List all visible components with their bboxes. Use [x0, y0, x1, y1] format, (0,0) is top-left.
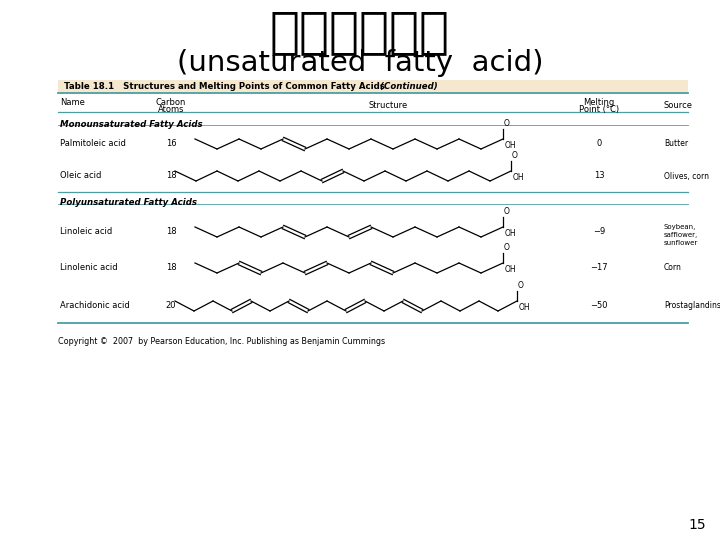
Text: O: O	[504, 207, 510, 216]
Text: OH: OH	[505, 265, 517, 274]
Text: Carbon: Carbon	[156, 98, 186, 107]
Text: Butter: Butter	[664, 139, 688, 148]
Text: Polyunsaturated Fatty Acids: Polyunsaturated Fatty Acids	[60, 198, 197, 207]
Text: Linolenic acid: Linolenic acid	[60, 264, 117, 273]
Text: Soybean,: Soybean,	[664, 224, 696, 230]
Text: Copyright ©  2007  by Pearson Education, Inc. Publishing as Benjamin Cummings: Copyright © 2007 by Pearson Education, I…	[58, 337, 385, 346]
Text: O: O	[504, 243, 510, 252]
Text: −17: −17	[590, 264, 608, 273]
Text: sunflower: sunflower	[664, 240, 698, 246]
Text: O: O	[518, 281, 524, 290]
Text: 16: 16	[166, 139, 176, 148]
Text: −9: −9	[593, 227, 605, 237]
Text: 18: 18	[166, 264, 176, 273]
Text: Prostaglandins: Prostaglandins	[664, 301, 720, 310]
Bar	[58, 80, 688, 93]
Text: 0: 0	[596, 139, 602, 148]
Text: 18: 18	[166, 172, 176, 180]
Text: (unsaturated  fatty  acid): (unsaturated fatty acid)	[176, 49, 544, 77]
Text: 13: 13	[594, 172, 604, 180]
Text: 불포화지방산: 불포화지방산	[270, 8, 450, 56]
Text: Corn: Corn	[664, 264, 682, 273]
Text: Linoleic acid: Linoleic acid	[60, 227, 112, 237]
Text: OH: OH	[519, 303, 531, 312]
Text: 20: 20	[166, 301, 176, 310]
Text: 15: 15	[688, 518, 706, 532]
Text: Melting: Melting	[583, 98, 615, 107]
Text: OH: OH	[505, 229, 517, 238]
Text: OH: OH	[513, 173, 525, 182]
Text: OH: OH	[505, 141, 517, 150]
Text: Structure: Structure	[369, 101, 408, 110]
Text: −50: −50	[590, 301, 608, 310]
Text: Point (°C): Point (°C)	[579, 105, 619, 114]
Text: Monounsaturated Fatty Acids: Monounsaturated Fatty Acids	[60, 120, 202, 129]
Text: O: O	[512, 151, 518, 160]
Text: Olives, corn: Olives, corn	[664, 172, 709, 180]
Text: Name: Name	[60, 98, 85, 107]
Text: Atoms: Atoms	[158, 105, 184, 114]
Text: Source: Source	[664, 101, 693, 110]
Text: 18: 18	[166, 227, 176, 237]
Text: Palmitoleic acid: Palmitoleic acid	[60, 139, 126, 148]
Text: Oleic acid: Oleic acid	[60, 172, 102, 180]
Text: (Continued): (Continued)	[374, 82, 438, 91]
Text: safflower,: safflower,	[664, 232, 698, 238]
Text: Table 18.1   Structures and Melting Points of Common Fatty Acids: Table 18.1 Structures and Melting Points…	[64, 82, 385, 91]
Text: Arachidonic acid: Arachidonic acid	[60, 301, 130, 310]
Text: O: O	[504, 119, 510, 128]
